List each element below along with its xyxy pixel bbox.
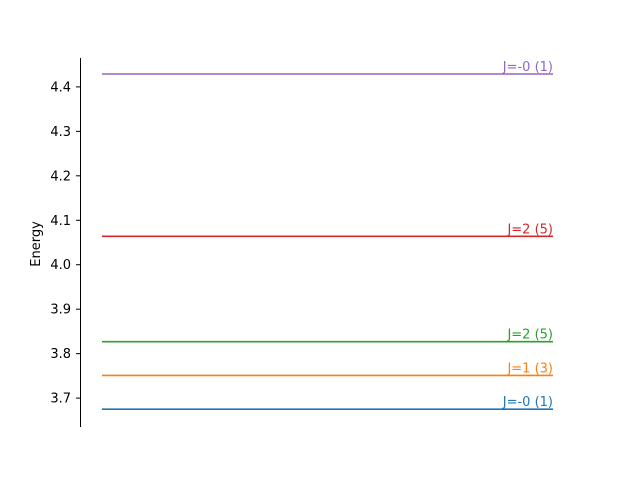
- energy-level-label: J=2 (5): [506, 222, 553, 237]
- y-tick-label: 4.0: [50, 258, 71, 273]
- y-tick-label: 3.9: [50, 303, 71, 318]
- energy-level-label: J=2 (5): [506, 328, 553, 343]
- y-tick-label: 4.4: [50, 80, 71, 95]
- y-tick-label: 4.1: [50, 214, 71, 229]
- y-tick-label: 3.7: [50, 392, 71, 407]
- y-axis-ticks: 3.7 3.8 3.9 4.0 4.1 4.2 4.3 4.4: [50, 80, 81, 407]
- y-tick-label: 4.2: [50, 169, 71, 184]
- y-tick-label: 3.8: [50, 347, 71, 362]
- energy-level-label: J=-0 (1): [502, 395, 553, 410]
- energy-levels: J=-0 (1) J=1 (3) J=2 (5) J=2 (5) J=-0 (1): [102, 60, 553, 410]
- energy-level-label: J=1 (3): [506, 361, 553, 376]
- y-tick-label: 4.3: [50, 125, 71, 140]
- energy-level-label: J=-0 (1): [502, 60, 553, 75]
- y-axis-label: Energy: [29, 221, 44, 267]
